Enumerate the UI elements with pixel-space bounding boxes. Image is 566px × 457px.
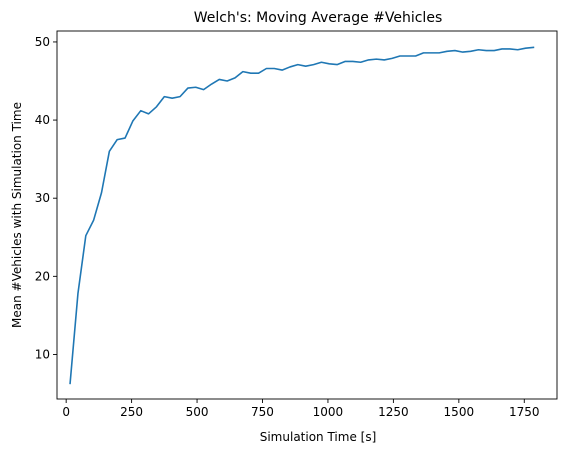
y-tick-label: 10 bbox=[35, 347, 50, 361]
y-axis-label: Mean #Vehicles with Simulation Time bbox=[10, 102, 24, 328]
axes-frame bbox=[56, 30, 558, 400]
x-tick-label: 0 bbox=[62, 405, 70, 419]
x-tick-label: 250 bbox=[120, 405, 143, 419]
chart-title: Welch's: Moving Average #Vehicles bbox=[194, 10, 442, 26]
x-tick-label: 1750 bbox=[509, 405, 540, 419]
x-tick-label: 1500 bbox=[444, 405, 475, 419]
y-tick-label: 40 bbox=[35, 113, 50, 127]
x-axis-ticks: 0 250 500 750 1000 1250 1500 1750 bbox=[62, 399, 540, 419]
x-tick-label: 1250 bbox=[378, 405, 409, 419]
plot-area bbox=[56, 30, 558, 400]
series-line-0 bbox=[69, 46, 535, 385]
x-tick-label: 1000 bbox=[313, 405, 344, 419]
y-tick-label: 50 bbox=[35, 35, 50, 49]
x-tick-label: 500 bbox=[186, 405, 209, 419]
y-tick-label: 20 bbox=[35, 269, 50, 283]
y-tick-label: 30 bbox=[35, 191, 50, 205]
y-axis-ticks: 10 20 30 40 50 bbox=[35, 35, 57, 361]
x-tick-label: 750 bbox=[251, 405, 274, 419]
x-axis-label: Simulation Time [s] bbox=[260, 430, 377, 444]
